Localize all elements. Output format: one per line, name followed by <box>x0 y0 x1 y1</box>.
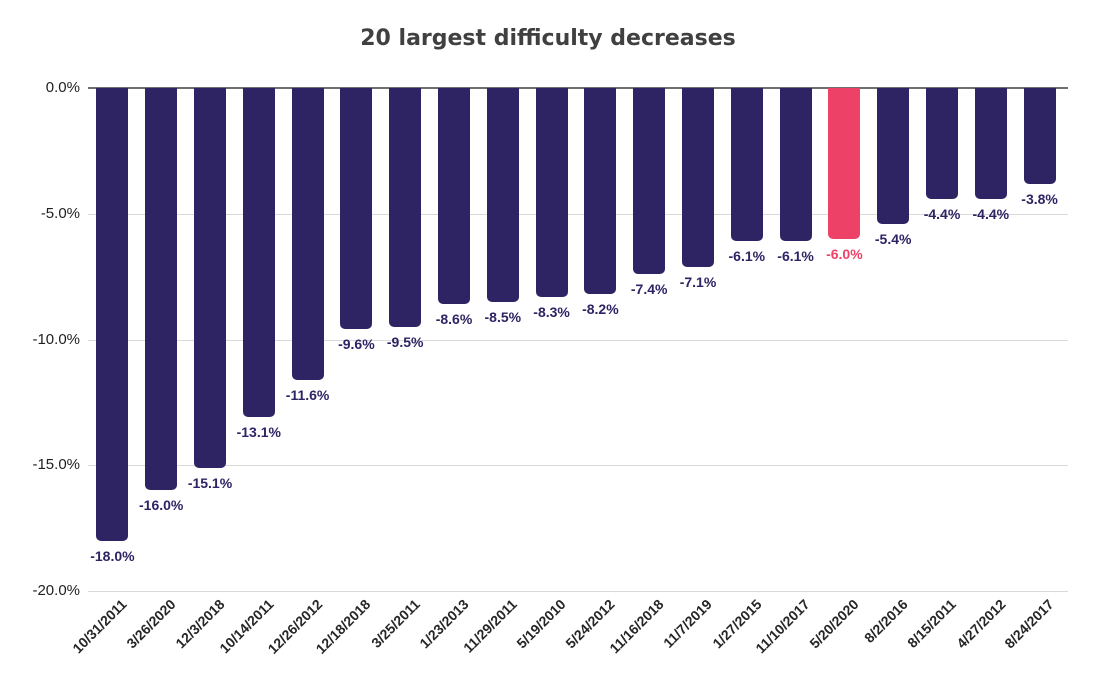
bar-value-label: -8.2% <box>582 301 619 318</box>
y-axis-tick-label: -20.0% <box>32 582 80 599</box>
y-axis-tick-label: -15.0% <box>32 456 80 474</box>
bar-value-label: -13.1% <box>236 424 281 441</box>
bar <box>291 88 324 380</box>
gridline <box>88 213 1068 215</box>
bar-value-label: -6.1% <box>728 248 766 265</box>
bar <box>730 88 763 242</box>
bar-value-label: -3.8% <box>1021 190 1058 207</box>
bar-highlighted <box>828 88 861 239</box>
x-axis-date-label: 5/19/2010 <box>513 596 569 652</box>
bar-value-label: -6.1% <box>777 248 814 265</box>
bar <box>926 88 958 199</box>
x-axis-date-label: 3/25/2011 <box>367 596 423 651</box>
bar <box>877 88 910 224</box>
x-axis-date-label: 10/31/2011 <box>69 596 130 657</box>
bar <box>1023 88 1056 184</box>
bar <box>194 88 226 468</box>
bar-value-label: -7.4% <box>630 281 668 298</box>
bar-value-label: -4.4% <box>923 205 961 222</box>
x-axis-date-label: 4/27/2012 <box>952 596 1009 652</box>
bar <box>145 88 178 491</box>
bar <box>389 88 422 327</box>
bar <box>779 88 812 242</box>
bar-value-label: -4.4% <box>972 205 1010 222</box>
gridline <box>88 339 1068 341</box>
bar <box>486 88 519 302</box>
gridline <box>88 591 1068 592</box>
bar <box>340 88 373 330</box>
bar-value-label: -5.4% <box>874 230 912 247</box>
bar-value-label: -9.6% <box>338 336 375 353</box>
x-axis-date-label: 3/26/2020 <box>123 596 179 652</box>
bar <box>633 88 666 275</box>
bar <box>682 88 714 267</box>
gridline <box>88 465 1068 467</box>
bar-value-label: -15.1% <box>187 474 233 491</box>
y-axis-tick-label: 0.0% <box>45 79 80 96</box>
zero-axis-line <box>88 87 1068 89</box>
x-axis-date-label: 11/7/2019 <box>660 596 716 651</box>
bar-value-label: -8.6% <box>435 311 473 328</box>
bar-value-label: -8.3% <box>533 303 570 320</box>
y-axis-tick-label: -10.0% <box>32 330 80 348</box>
bar <box>584 88 617 295</box>
x-axis-date-label: 8/24/2017 <box>1001 596 1057 652</box>
bar <box>242 88 275 418</box>
bar-value-label: -9.5% <box>386 333 424 350</box>
bar-value-label: -16.0% <box>139 497 184 514</box>
chart-title: 20 largest difficulty decreases <box>360 26 736 51</box>
bar-value-label: -8.5% <box>484 308 522 325</box>
x-axis-date-label: 5/20/2020 <box>806 596 862 652</box>
bar <box>974 88 1007 199</box>
x-axis-date-label: 8/15/2011 <box>904 596 960 651</box>
bar <box>96 88 129 541</box>
bar-value-label: -11.6% <box>285 386 330 403</box>
x-axis-date-label: 8/2/2016 <box>860 596 911 646</box>
bar <box>535 88 568 297</box>
bar-value-label: -7.1% <box>679 273 717 290</box>
bar-value-label: -6.0% <box>826 245 863 262</box>
bar <box>438 88 470 305</box>
y-axis-tick-label: -5.0% <box>40 204 80 222</box>
bar-value-label: -18.0% <box>90 547 135 564</box>
